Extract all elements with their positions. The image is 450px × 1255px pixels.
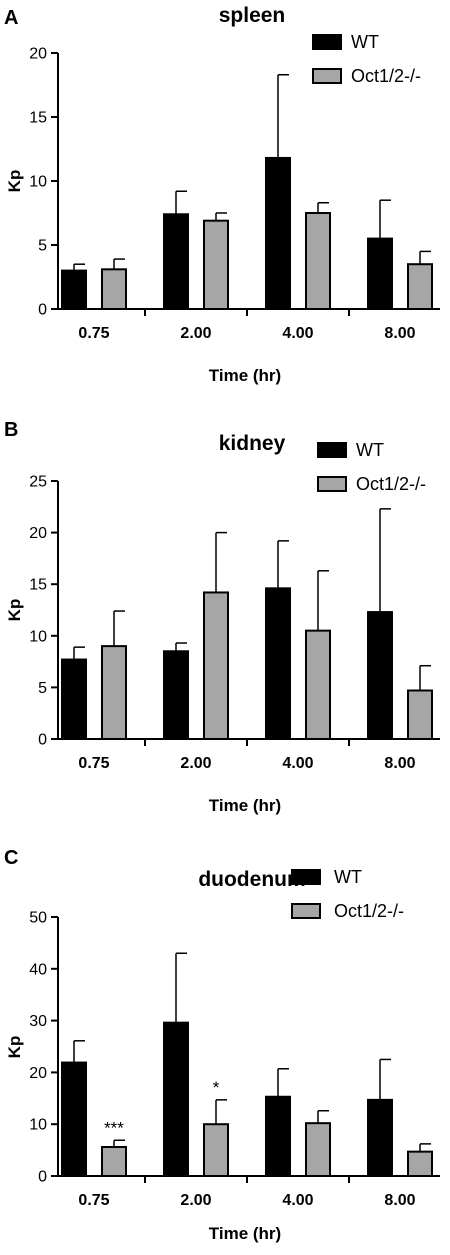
- legend-label: WT: [351, 32, 379, 52]
- bar: [203, 219, 229, 310]
- bar: [101, 645, 127, 740]
- bar: [203, 1123, 229, 1177]
- significance-label: *: [213, 1078, 220, 1097]
- x-tick-label: 8.00: [384, 755, 415, 772]
- x-tick-label: 0.75: [78, 325, 109, 342]
- bar: [163, 1021, 189, 1177]
- bar: [367, 237, 393, 311]
- y-tick-label: 40: [29, 961, 47, 978]
- bar: [163, 213, 189, 310]
- x-tick-label: 0.75: [78, 1192, 109, 1209]
- bar: [367, 611, 393, 741]
- legend-swatch: [312, 68, 342, 84]
- bar: [407, 689, 433, 740]
- chart-title: kidney: [219, 432, 286, 455]
- y-tick-label: 10: [29, 174, 47, 191]
- y-tick-label: 25: [29, 474, 47, 491]
- legend-swatch: [317, 442, 347, 458]
- y-tick-label: 10: [29, 628, 47, 645]
- bar: [305, 629, 331, 741]
- y-axis-label: Kp: [5, 599, 24, 622]
- panel-letter: A: [4, 7, 18, 29]
- bar: [61, 269, 87, 311]
- bar: [203, 591, 229, 740]
- y-tick-label: 20: [29, 1065, 47, 1082]
- bar: [407, 263, 433, 311]
- y-tick-label: 15: [29, 577, 47, 594]
- panel-letter: C: [4, 847, 18, 869]
- x-axis-label: Time (hr): [209, 796, 281, 815]
- bar: [367, 1098, 393, 1177]
- x-tick-label: 2.00: [180, 1192, 211, 1209]
- bar: [265, 156, 291, 310]
- x-tick-label: 4.00: [282, 1192, 313, 1209]
- bar: [101, 1145, 127, 1177]
- y-axis-label: Kp: [5, 170, 24, 193]
- y-tick-label: 0: [38, 302, 47, 319]
- bar: [407, 1150, 433, 1178]
- x-tick-label: 8.00: [384, 325, 415, 342]
- bar: [101, 268, 127, 311]
- x-tick-label: 0.75: [78, 755, 109, 772]
- legend-swatch: [317, 476, 347, 492]
- legend-label: WT: [356, 440, 384, 460]
- y-tick-label: 30: [29, 1013, 47, 1030]
- bar: [305, 1122, 331, 1177]
- y-tick-label: 50: [29, 910, 47, 927]
- chart-title: duodenum: [198, 868, 305, 891]
- x-axis-label: Time (hr): [209, 1224, 281, 1243]
- x-tick-label: 8.00: [384, 1192, 415, 1209]
- bar: [61, 658, 87, 741]
- x-tick-label: 4.00: [282, 325, 313, 342]
- x-tick-label: 4.00: [282, 755, 313, 772]
- bar: [265, 1095, 291, 1177]
- legend-swatch: [312, 34, 342, 50]
- x-axis-label: Time (hr): [209, 366, 281, 385]
- x-tick-label: 2.00: [180, 325, 211, 342]
- legend-label: Oct1/2-/-: [334, 901, 404, 921]
- bar: [265, 587, 291, 740]
- y-tick-label: 20: [29, 46, 47, 63]
- bar: [163, 650, 189, 741]
- legend-label: Oct1/2-/-: [356, 474, 426, 494]
- y-tick-label: 5: [38, 238, 47, 255]
- y-tick-label: 0: [38, 1169, 47, 1186]
- legend-label: Oct1/2-/-: [351, 66, 421, 86]
- y-tick-label: 15: [29, 110, 47, 127]
- y-tick-label: 5: [38, 680, 47, 697]
- y-tick-label: 10: [29, 1117, 47, 1134]
- legend-swatch: [291, 869, 321, 885]
- bar: [61, 1061, 87, 1177]
- y-tick-label: 20: [29, 525, 47, 542]
- x-tick-label: 2.00: [180, 755, 211, 772]
- legend-label: WT: [334, 867, 362, 887]
- significance-label: ***: [104, 1118, 124, 1137]
- y-axis-label: Kp: [5, 1036, 24, 1059]
- bar: [305, 212, 331, 310]
- y-tick-label: 0: [38, 732, 47, 749]
- legend-swatch: [291, 903, 321, 919]
- chart-title: spleen: [219, 4, 286, 27]
- panel-letter: B: [4, 419, 18, 441]
